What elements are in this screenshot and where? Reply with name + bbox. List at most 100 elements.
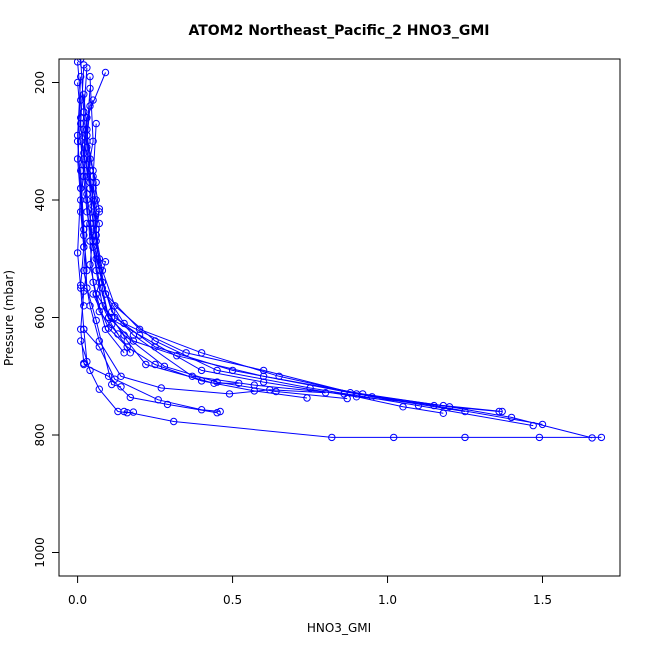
data-point [129,331,138,339]
data-point [86,219,94,228]
profile-line-17 [77,61,88,364]
data-point [197,349,206,357]
data-point [77,72,85,81]
x-tick-label: 1.5 [533,593,552,607]
y-axis-label: Pressure (mbar) [2,270,16,366]
data-point [399,403,407,411]
profile-series-21 [73,78,88,310]
data-point [73,78,82,87]
data-point [95,219,104,228]
data-point [213,409,221,417]
data-point [142,360,150,369]
data-point [80,302,88,310]
data-point [83,172,91,181]
y-tick-label: 400 [33,189,47,212]
data-point [86,237,94,245]
data-point [529,421,537,430]
data-point [151,360,159,369]
data-point [101,68,110,77]
data-point [495,407,503,416]
data-point [92,316,100,325]
y-tick-label: 200 [33,71,47,94]
data-point [83,266,91,275]
data-point [86,178,94,187]
data-point [95,385,104,393]
profile-line-11 [83,364,218,414]
data-point [228,366,237,375]
data-point [83,64,91,72]
data-point [77,114,85,122]
data-point [108,320,116,329]
data-point [111,302,119,310]
profile-series-22 [80,90,243,387]
data-point [77,281,85,289]
y-tick-label: 800 [33,424,47,447]
y-tick-label: 1000 [33,537,47,568]
data-point [77,337,85,345]
data-point [461,433,469,442]
data-point [173,352,181,360]
y-tick-label: 600 [33,306,47,329]
y-axis: 200 400 600 800 1000 [33,71,60,568]
chart-title: ATOM2 Northeast_Pacific_2 HNO3_GMI [188,23,489,39]
data-point [120,319,128,328]
profile-line-6 [83,158,466,412]
data-point [80,231,88,240]
profile-series-15 [120,407,606,442]
data-point [117,372,125,380]
data-point [461,407,469,416]
data-point [86,72,94,81]
data-point [439,409,447,417]
data-point [89,184,97,193]
data-point [597,433,606,442]
data-point [73,249,82,257]
profile-line-21 [77,82,85,306]
data-point [210,379,218,387]
data-point [92,225,100,234]
data-point [77,196,85,204]
data-point [126,393,135,402]
data-point [83,357,91,366]
data-point [197,366,206,375]
data-point [275,372,283,380]
data-point [101,258,110,266]
data-point [108,380,116,389]
data-point [117,383,125,391]
data-point [157,384,166,392]
profile-line-20 [77,76,88,362]
data-point [86,366,94,375]
data-point [321,389,330,397]
x-tick-label: 0.0 [68,593,87,607]
data-point [303,394,311,402]
data-point [120,407,128,416]
data-point [114,330,122,338]
data-point [98,302,107,310]
data-point [250,387,259,395]
x-tick-label: 0.5 [223,593,242,607]
data-point [92,290,100,298]
data-point [225,390,234,398]
data-point [507,413,516,422]
data-point [126,349,135,357]
profile-line-15 [124,411,602,438]
data-point [73,131,82,140]
plot-area [73,59,606,442]
data-point [259,372,268,380]
data-point [123,343,131,351]
x-axis-label: HNO3_GMI [307,621,371,635]
profile-line-22 [83,94,239,384]
data-point [163,400,172,409]
data-point [89,137,97,146]
data-point [95,307,104,316]
data-point [77,166,85,175]
data-point [89,231,97,240]
data-point [89,243,97,251]
data-point [135,325,144,333]
data-point [73,59,82,66]
data-point [328,433,336,442]
profile-line-23 [86,76,131,354]
data-point [535,433,544,442]
data-point [123,337,131,345]
data-point [213,366,221,375]
x-tick-label: 1.0 [378,593,397,607]
